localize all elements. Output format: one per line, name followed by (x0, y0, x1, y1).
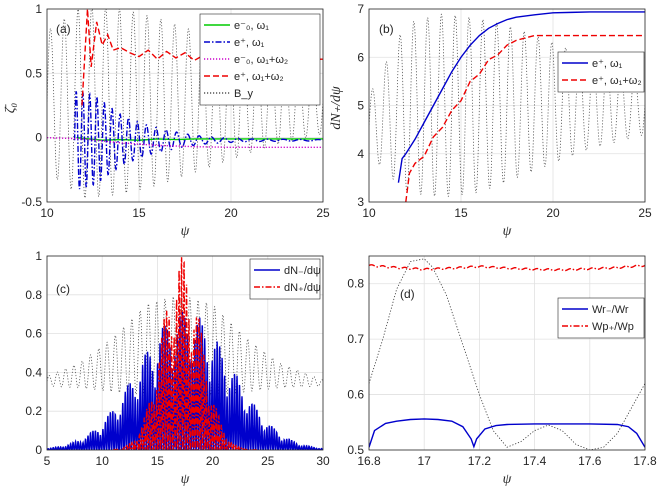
x-tick-label: 17 (418, 454, 432, 468)
y-tick-label: 3 (357, 195, 364, 209)
panel-label: (a) (56, 22, 71, 36)
legend: Wr₋/Wr Wp₊/Wp (557, 297, 645, 339)
legend: e⁺, ω₁ e⁺, ω₁+ω₂ (557, 51, 645, 93)
legend-entry: e⁺, ω₁ (234, 37, 265, 49)
x-tick-label: 20 (206, 454, 220, 468)
y-tick-label: 4 (357, 147, 364, 161)
x-tick-label: 17.2 (468, 454, 492, 468)
series-line-1 (369, 264, 645, 272)
x-axis-label: ψ (503, 472, 512, 487)
legend: e⁻₀, ω₁ e⁺, ω₁ e⁻₀, ω₁+ω₂ e⁺, ω₁+ω₂ B_y (199, 13, 321, 106)
y-tick-label: 1 (35, 249, 42, 263)
series-line-1 (73, 91, 323, 190)
x-tick-label: 17.6 (578, 454, 602, 468)
legend: dN₋/dψ dN₊/dψ (249, 258, 321, 300)
x-tick-label: 25 (261, 454, 275, 468)
y-tick-label: -0.5 (21, 195, 42, 209)
series-line-1 (113, 257, 257, 450)
y-tick-label: 0.5 (347, 443, 364, 457)
y-axis-label: dN₊/dψ (329, 86, 344, 130)
y-tick-label: 1 (35, 2, 42, 16)
x-tick-label: 10 (362, 206, 376, 220)
y-tick-label: 0.8 (25, 288, 42, 302)
legend-entry: Wp₊/Wp (592, 321, 634, 333)
series-line-2 (369, 13, 645, 197)
y-tick-label: 5 (357, 99, 364, 113)
x-tick-label: 15 (132, 206, 146, 220)
legend-entry: e⁻₀, ω₁+ω₂ (234, 54, 288, 66)
axes-frame (368, 8, 646, 203)
panel-label: (b) (379, 22, 394, 36)
plot-area (369, 256, 645, 450)
y-tick-label: 0.2 (25, 404, 42, 418)
y-tick-label: 0.6 (347, 388, 364, 402)
y-tick-label: 0.4 (25, 365, 42, 379)
panel-1: 10 15 20 25 3 4 5 6 7 ψ dN₊/dψ (b) e⁺, ω₁ e⁺, ω₁+ω₂ (329, 2, 652, 239)
panel-label: (c) (56, 282, 70, 296)
y-tick-label: 0.7 (347, 332, 364, 346)
x-tick-label: 15 (151, 454, 165, 468)
axes-frame (46, 255, 324, 451)
x-tick-label: 20 (224, 206, 238, 220)
series-line-4 (47, 9, 323, 199)
x-axis-label: ψ (503, 224, 512, 239)
panel-3: 16.8 17 17.2 17.4 17.6 17.8 0.5 0.6 0.7 0.8 ψ (d) Wr… (347, 255, 657, 487)
y-tick-label: 0.6 (25, 327, 42, 341)
series-line-2 (47, 136, 323, 149)
legend-entry: e⁻₀, ω₁ (234, 20, 269, 32)
panel-label: (d) (400, 287, 415, 301)
y-tick-label: 0.5 (25, 66, 42, 80)
x-tick-label: 5 (44, 454, 51, 468)
y-tick-label: 6 (357, 50, 364, 64)
x-tick-label: 15 (454, 206, 468, 220)
x-tick-label: 20 (546, 206, 560, 220)
legend-entry: e⁺, ω₁+ω₂ (592, 75, 642, 87)
x-tick-label: 30 (316, 454, 330, 468)
x-tick-label: 25 (316, 206, 330, 220)
x-axis-label: ψ (181, 472, 190, 487)
x-tick-label: 17.4 (523, 454, 547, 468)
y-tick-label: 0 (35, 131, 42, 145)
legend-entry: e⁺, ω₁+ω₂ (234, 71, 284, 83)
y-tick-label: 0 (35, 443, 42, 457)
axes-frame (368, 255, 646, 451)
legend-entry: dN₊/dψ (284, 282, 321, 294)
legend-entry: dN₋/dψ (284, 265, 321, 277)
legend-entry: e⁺, ω₁ (592, 58, 623, 70)
x-tick-label: 17.8 (633, 454, 657, 468)
x-tick-label: 10 (96, 454, 110, 468)
series-line-0 (369, 418, 645, 449)
series-line-0 (397, 11, 645, 183)
axes-frame (46, 8, 324, 203)
x-tick-label: 25 (638, 206, 652, 220)
x-tick-label: 10 (40, 206, 54, 220)
panel-2: 5 10 15 20 25 30 0 0.2 0.4 0.6 0.8 1 ψ (c) dN₋/dψ dN₊/d… (25, 249, 330, 487)
x-tick-label: 16.8 (357, 454, 381, 468)
legend-entry: Wr₋/Wr (592, 304, 629, 316)
y-tick-label: 7 (357, 2, 364, 16)
y-axis-label: ζ̄₀ (3, 103, 18, 114)
y-tick-label: 0.8 (347, 277, 364, 291)
x-axis-label: ψ (181, 224, 190, 239)
legend-entry: B_y (234, 88, 253, 100)
